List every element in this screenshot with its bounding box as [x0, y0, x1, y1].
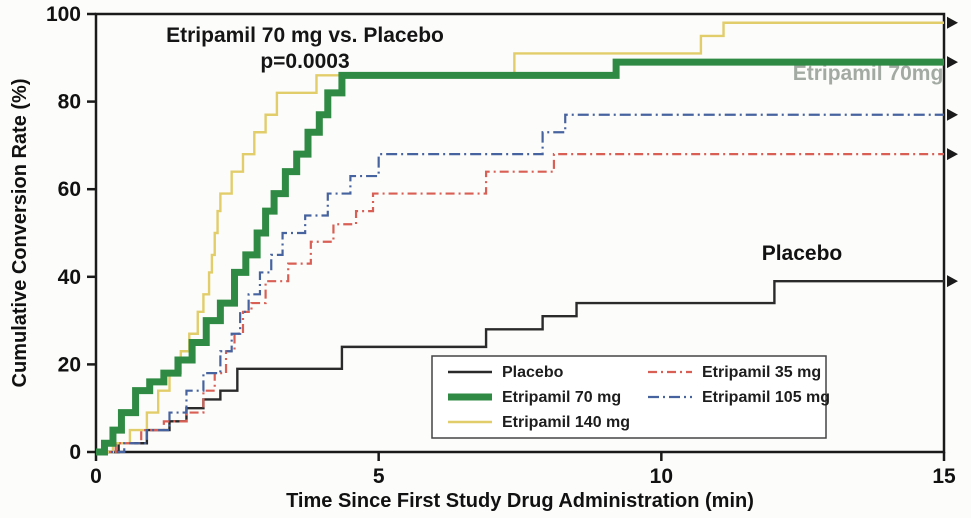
comparison-title-line1: Etripamil 70 mg vs. Placebo	[166, 24, 444, 47]
y-tick-label: 0	[69, 441, 81, 464]
y-tick-label: 40	[58, 266, 81, 289]
comparison-title-line2: p=0.0003	[260, 50, 349, 73]
curve-label-etripamil-70mg: Etripamil 70mg	[793, 62, 944, 85]
legend-label-etripamil-140mg: Etripamil 140 mg	[502, 414, 630, 431]
plot-border	[94, 12, 946, 454]
legend-label-placebo: Placebo	[502, 364, 564, 381]
series-etripamil-70mg	[96, 58, 944, 456]
censor-arrow-etripamil-35mg	[947, 148, 958, 161]
x-axis-label: Time Since First Study Drug Administrati…	[286, 490, 754, 512]
series-etripamil-140mg	[96, 21, 944, 454]
x-tick-label: 15	[932, 465, 956, 488]
series-etripamil-35mg	[96, 153, 944, 454]
curve-label-placebo: Placebo	[762, 242, 843, 265]
censor-arrow-placebo	[947, 275, 958, 288]
y-tick-label: 100	[46, 3, 81, 26]
legend-label-etripamil-70mg: Etripamil 70 mg	[502, 389, 621, 406]
censor-arrow-etripamil-105mg	[947, 108, 958, 121]
x-tick-label: 0	[90, 465, 102, 488]
y-axis-label: Cumulative Conversion Rate (%)	[9, 79, 31, 388]
legend-label-etripamil-35mg: Etripamil 35 mg	[702, 364, 821, 381]
y-tick-label: 80	[58, 91, 81, 114]
censor-arrow-etripamil-140mg	[947, 16, 958, 29]
y-tick-label: 20	[58, 353, 81, 376]
series-etripamil-105mg	[96, 113, 944, 454]
x-tick-label: 5	[373, 465, 385, 488]
x-tick-label: 10	[650, 465, 673, 488]
censor-arrow-etripamil-70mg	[947, 56, 958, 69]
legend-label-etripamil-105mg: Etripamil 105 mg	[702, 389, 830, 406]
y-tick-label: 60	[58, 178, 81, 201]
legend-box	[431, 355, 827, 439]
